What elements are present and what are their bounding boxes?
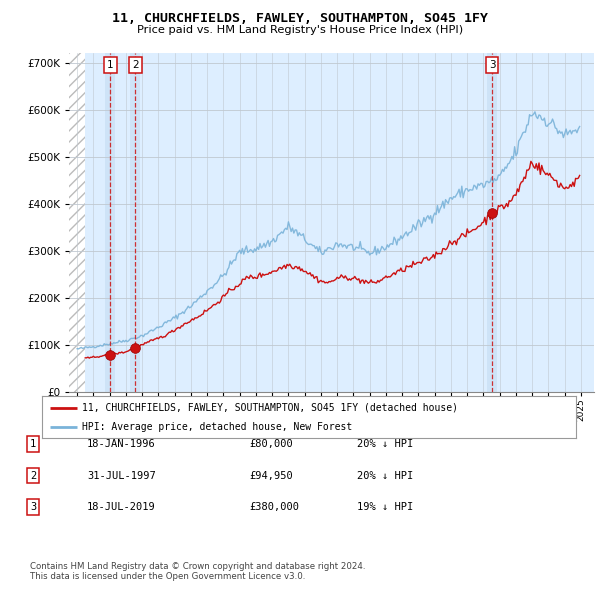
Text: 20% ↓ HPI: 20% ↓ HPI — [357, 471, 413, 480]
Text: Price paid vs. HM Land Registry's House Price Index (HPI): Price paid vs. HM Land Registry's House … — [137, 25, 463, 35]
Text: 2: 2 — [132, 60, 139, 70]
Text: 18-JAN-1996: 18-JAN-1996 — [87, 440, 156, 449]
Text: 3: 3 — [489, 60, 496, 70]
Text: HPI: Average price, detached house, New Forest: HPI: Average price, detached house, New … — [82, 422, 352, 432]
Text: 3: 3 — [30, 502, 36, 512]
Bar — [69, 53, 85, 392]
Text: 1: 1 — [30, 440, 36, 449]
Text: 19% ↓ HPI: 19% ↓ HPI — [357, 502, 413, 512]
Bar — [106, 53, 115, 392]
Text: £94,950: £94,950 — [249, 471, 293, 480]
Text: £380,000: £380,000 — [249, 502, 299, 512]
Bar — [130, 53, 140, 392]
Text: 11, CHURCHFIELDS, FAWLEY, SOUTHAMPTON, SO45 1FY (detached house): 11, CHURCHFIELDS, FAWLEY, SOUTHAMPTON, S… — [82, 402, 458, 412]
Text: This data is licensed under the Open Government Licence v3.0.: This data is licensed under the Open Gov… — [30, 572, 305, 581]
Text: £80,000: £80,000 — [249, 440, 293, 449]
Text: 31-JUL-1997: 31-JUL-1997 — [87, 471, 156, 480]
Text: 18-JUL-2019: 18-JUL-2019 — [87, 502, 156, 512]
Text: 2: 2 — [30, 471, 36, 480]
Text: 20% ↓ HPI: 20% ↓ HPI — [357, 440, 413, 449]
Text: 11, CHURCHFIELDS, FAWLEY, SOUTHAMPTON, SO45 1FY: 11, CHURCHFIELDS, FAWLEY, SOUTHAMPTON, S… — [112, 12, 488, 25]
Text: Contains HM Land Registry data © Crown copyright and database right 2024.: Contains HM Land Registry data © Crown c… — [30, 562, 365, 571]
Bar — [487, 53, 497, 392]
Text: 1: 1 — [107, 60, 113, 70]
